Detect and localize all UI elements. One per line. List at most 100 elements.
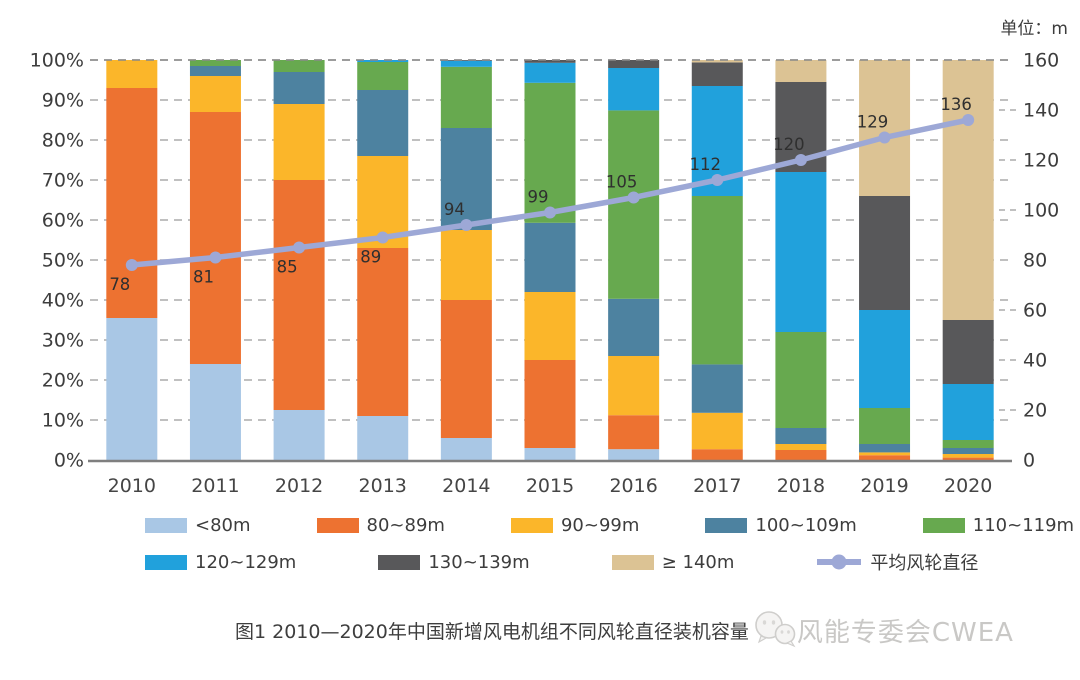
legend-swatch	[145, 518, 187, 533]
bar-segment	[106, 88, 158, 318]
legend-line-symbol	[817, 554, 862, 570]
y-axis-tick-label-right: 40	[1023, 350, 1047, 372]
line-value-label: 129	[857, 113, 889, 132]
line-value-label: 105	[606, 173, 638, 192]
y-axis-tick-label-left: 30%	[42, 330, 84, 352]
line-marker	[878, 131, 891, 144]
legend-swatch	[378, 554, 421, 570]
bar-segment	[357, 248, 409, 416]
stacked-bar-line-chart: 0% 10% 20% 30% 40% 50% 60% 70% 80% 90% 100% 0 20 40 60…	[30, 50, 1060, 498]
y-axis-tick-label-left: 40%	[42, 290, 84, 312]
bar-segment	[942, 448, 994, 454]
bar-segment	[859, 60, 911, 196]
bar-segment	[440, 300, 492, 438]
line-marker	[962, 114, 975, 126]
bar-segment	[942, 440, 994, 448]
y-axis-tick-label-left: 20%	[42, 370, 84, 392]
bar-segment	[440, 438, 492, 460]
legend-swatch	[611, 554, 654, 570]
bar-segment	[524, 82, 576, 223]
bar-segment	[440, 60, 492, 61]
bar-segment	[106, 60, 158, 88]
bar-segment	[440, 230, 492, 300]
line-value-label: 120	[773, 135, 805, 154]
y-axis-tick-label-right: 100	[1023, 200, 1059, 222]
legend-label: 130~139m	[428, 551, 530, 573]
x-axis-label: 2016	[609, 475, 657, 497]
legend-item: 80~89m	[316, 515, 445, 536]
y-axis-tick-label-left: 60%	[42, 210, 84, 232]
bar-segment	[524, 222, 576, 292]
y-axis-tick-label-left: 50%	[42, 250, 84, 272]
x-axis-label: 2013	[359, 475, 407, 497]
legend-label: 平均风轮直径	[870, 553, 979, 574]
legend-item: 90~99m	[510, 515, 640, 536]
line-marker	[293, 241, 306, 254]
x-axis-label: 2020	[944, 475, 992, 497]
legend-swatch	[510, 518, 553, 533]
bar-segment	[273, 60, 325, 72]
y-axis-tick-label-left: 100%	[30, 50, 84, 72]
watermark-text: 风能专委会CWEA	[796, 617, 1014, 648]
bar-segment	[608, 449, 660, 460]
bar-segment	[775, 450, 827, 460]
x-axis-label: 2012	[275, 475, 323, 497]
x-axis-label: 2017	[693, 475, 741, 497]
y-axis-tick-label-right: 140	[1023, 100, 1059, 122]
y-axis-tick-label-right: 80	[1023, 250, 1047, 272]
bar-segment	[691, 62, 743, 86]
legend-item: 120~129m	[145, 552, 296, 573]
bar-segment	[189, 112, 241, 364]
bar-segment	[440, 128, 492, 230]
bar-segment	[775, 332, 827, 428]
bar-segment	[691, 196, 743, 365]
line-value-label: 78	[109, 275, 130, 294]
line-marker	[711, 174, 724, 186]
legend-label: 90~99m	[560, 515, 640, 536]
x-axis-label: 2018	[777, 475, 825, 497]
bar-segment	[189, 66, 241, 76]
bar-segment	[608, 60, 660, 68]
bar-segment	[691, 412, 743, 450]
legend-label: 120~129m	[195, 551, 297, 573]
watermark: 风能专委会CWEA	[751, 609, 1014, 651]
x-axis-label: 2019	[860, 475, 908, 497]
bar-segment	[106, 318, 158, 460]
bar-segment	[608, 298, 660, 356]
bar-segment	[859, 310, 911, 408]
bar-segment	[273, 104, 325, 180]
bar-segment	[942, 454, 994, 458]
line-marker	[627, 191, 640, 204]
legend-label: <80m	[195, 515, 251, 536]
bar-segment	[691, 60, 743, 63]
bar-segment	[691, 364, 743, 413]
legend-swatch	[922, 518, 965, 533]
bar-segment	[189, 60, 241, 66]
legend-label: 110~119m	[972, 515, 1075, 536]
line-marker	[125, 259, 138, 271]
line-marker	[544, 206, 556, 219]
figure-caption: 图1 2010—2020年中国新增风电机组不同风轮直径装机容量	[235, 620, 749, 643]
y-axis-tick-label-right: 0	[1023, 450, 1035, 472]
bar-segment	[608, 110, 660, 299]
legend-item: <80m	[145, 515, 251, 536]
bar-segment	[859, 455, 911, 460]
x-axis-label: 2011	[191, 475, 239, 497]
bar-segment	[775, 172, 827, 332]
y-axis-tick-label-left: 0%	[54, 450, 84, 472]
legend-label: 80~89m	[366, 515, 445, 536]
bar-segment	[859, 408, 911, 444]
bar-segment	[440, 60, 492, 67]
y-axis-tick-label-right: 160	[1023, 50, 1059, 72]
bar-segment	[273, 72, 325, 104]
bar-segment	[357, 90, 409, 156]
caption-row: 图1 2010—2020年中国新增风电机组不同风轮直径装机容量 风能专委会CWE…	[0, 609, 1080, 651]
bar-segment	[691, 449, 743, 460]
line-value-label: 136	[940, 95, 972, 114]
bar-segment	[608, 68, 660, 111]
legend-row-2: 120~129m 130~139m ≥ 140m 平均风轮直径	[0, 549, 1080, 575]
bar-segment	[608, 356, 660, 416]
legend-label: 100~109m	[755, 515, 857, 536]
bar-segment	[942, 60, 994, 320]
